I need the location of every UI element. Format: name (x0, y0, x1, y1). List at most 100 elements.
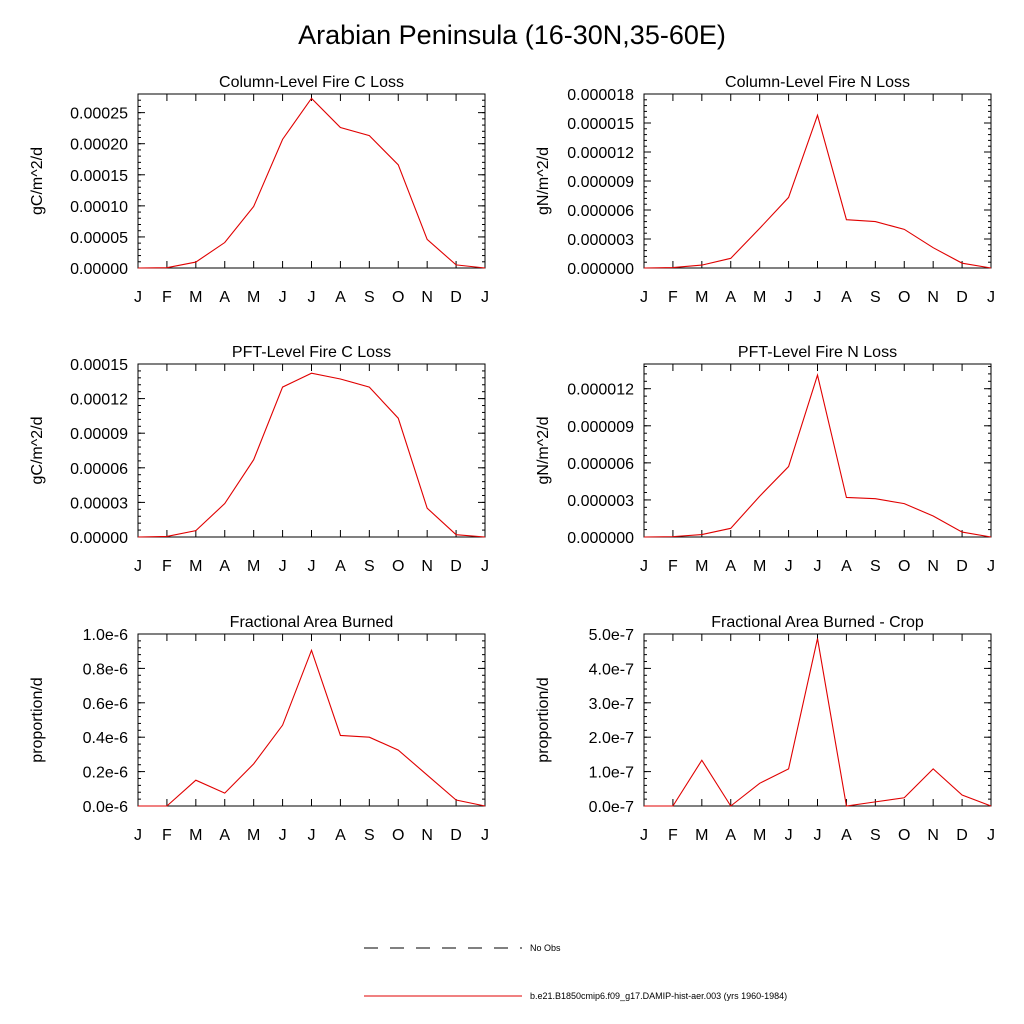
x-tick-label: D (956, 827, 968, 844)
x-tick-label: D (450, 558, 462, 575)
y-tick-label: 0.6e-6 (83, 696, 128, 713)
x-tick-label: S (364, 558, 375, 575)
x-tick-label: O (392, 558, 404, 575)
x-tick-label: J (308, 289, 316, 306)
y-tick-label: 0.00000 (70, 530, 128, 547)
x-tick-label: N (421, 558, 433, 575)
y-tick-label: 1.0e-6 (83, 627, 128, 644)
y-tick-label: 0.000012 (567, 145, 634, 162)
x-tick-label: F (162, 827, 172, 844)
x-tick-label: J (279, 558, 287, 575)
x-tick-label: F (668, 558, 678, 575)
x-tick-label: J (987, 289, 995, 306)
y-tick-label: 0.000012 (567, 382, 634, 399)
y-tick-label: 0.000003 (567, 232, 634, 249)
x-tick-label: N (421, 827, 433, 844)
x-tick-label: A (219, 827, 230, 844)
x-tick-label: A (219, 289, 230, 306)
x-tick-label: M (753, 558, 766, 575)
x-tick-label: M (247, 289, 260, 306)
y-tick-label: 0.4e-6 (83, 730, 128, 747)
x-tick-label: M (753, 289, 766, 306)
y-tick-label: 0.000009 (567, 174, 634, 191)
y-axis-label: proportion/d (29, 677, 46, 762)
y-tick-label: 0.000000 (567, 530, 634, 547)
y-tick-label: 0.8e-6 (83, 661, 128, 678)
chart-title: PFT-Level Fire N Loss (738, 344, 897, 361)
y-tick-label: 0.000009 (567, 419, 634, 436)
x-tick-label: D (450, 289, 462, 306)
x-tick-label: J (640, 827, 648, 844)
x-tick-label: F (162, 289, 172, 306)
y-tick-label: 3.0e-7 (589, 696, 634, 713)
x-tick-label: M (753, 827, 766, 844)
x-tick-label: O (392, 827, 404, 844)
x-tick-label: D (956, 558, 968, 575)
y-tick-label: 0.00010 (70, 199, 128, 216)
series-line-pft-level-fire-n-loss (643, 373, 992, 538)
x-tick-label: J (640, 558, 648, 575)
y-tick-label: 0.00006 (70, 461, 128, 478)
figure-title: Arabian Peninsula (16-30N,35-60E) (298, 20, 726, 50)
x-tick-label: J (481, 558, 489, 575)
x-tick-label: J (308, 827, 316, 844)
x-tick-label: F (162, 558, 172, 575)
y-tick-label: 0.00015 (70, 357, 128, 374)
y-axis-label: proportion/d (535, 677, 552, 762)
y-tick-label: 0.00005 (70, 230, 128, 247)
x-tick-label: S (364, 827, 375, 844)
y-tick-label: 0.00020 (70, 137, 128, 154)
x-tick-label: M (695, 827, 708, 844)
x-tick-label: O (898, 289, 910, 306)
chart-title: PFT-Level Fire C Loss (232, 344, 391, 361)
x-tick-label: S (870, 289, 881, 306)
y-tick-label: 0.00015 (70, 168, 128, 185)
y-tick-label: 1.0e-7 (589, 765, 634, 782)
x-tick-label: J (481, 827, 489, 844)
x-tick-label: J (987, 827, 995, 844)
x-tick-label: M (695, 558, 708, 575)
x-tick-label: A (725, 827, 736, 844)
chart-title: Fractional Area Burned - Crop (711, 614, 924, 631)
x-tick-label: A (725, 558, 736, 575)
y-tick-label: 0.00003 (70, 495, 128, 512)
chart-title: Column-Level Fire C Loss (219, 74, 404, 91)
y-tick-label: 0.000006 (567, 456, 634, 473)
x-tick-label: M (189, 289, 202, 306)
x-tick-label: J (134, 827, 142, 844)
x-tick-label: J (481, 289, 489, 306)
y-tick-label: 0.00012 (70, 392, 128, 409)
y-tick-label: 0.00025 (70, 106, 128, 123)
x-tick-label: A (335, 289, 346, 306)
y-tick-label: 0.0e-7 (589, 799, 634, 816)
chart-title: Column-Level Fire N Loss (725, 74, 910, 91)
x-tick-label: J (785, 289, 793, 306)
chart-title: Fractional Area Burned (230, 614, 394, 631)
series-line-column-level-fire-n-loss (643, 113, 992, 269)
x-tick-label: F (668, 289, 678, 306)
x-tick-label: D (956, 289, 968, 306)
y-tick-label: 4.0e-7 (589, 661, 634, 678)
x-tick-label: A (841, 827, 852, 844)
x-tick-label: J (279, 289, 287, 306)
y-tick-label: 0.000003 (567, 493, 634, 510)
y-tick-label: 5.0e-7 (589, 627, 634, 644)
y-tick-label: 2.0e-7 (589, 730, 634, 747)
y-tick-label: 0.2e-6 (83, 765, 128, 782)
y-tick-label: 0.000006 (567, 203, 634, 220)
x-tick-label: F (668, 827, 678, 844)
x-tick-label: M (695, 289, 708, 306)
legend-label: No Obs (530, 943, 561, 953)
x-tick-label: A (335, 558, 346, 575)
y-tick-label: 0.00009 (70, 426, 128, 443)
series-line-fractional-area-burned (138, 648, 486, 807)
x-tick-label: A (841, 558, 852, 575)
legend-label: b.e21.B1850cmip6.f09_g17.DAMIP-hist-aer.… (530, 991, 787, 1001)
y-axis-label: gN/m^2/d (535, 147, 552, 215)
